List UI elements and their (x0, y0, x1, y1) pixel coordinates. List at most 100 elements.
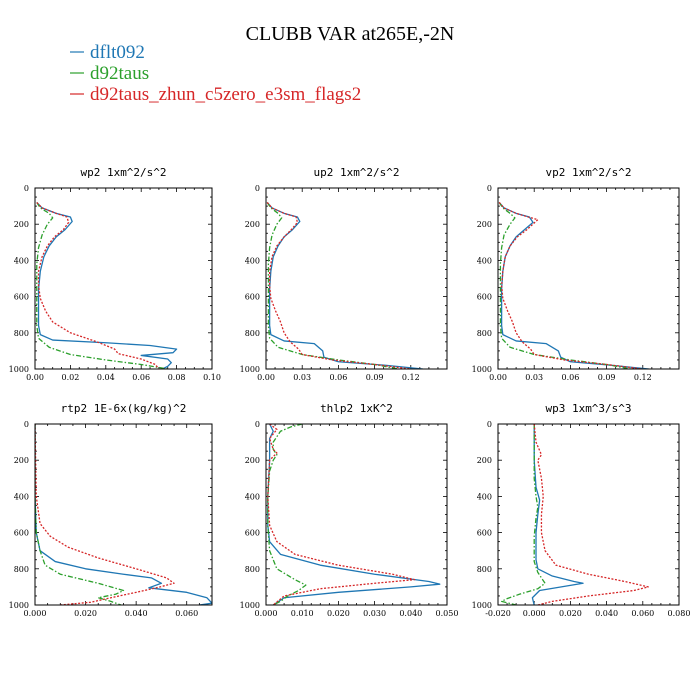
y-tick-label: 200 (477, 456, 492, 465)
y-tick-label: 800 (14, 329, 29, 338)
series-line-d92taus_zhun_c5zero_e3sm_flags2 (35, 424, 175, 605)
y-tick-label: 600 (245, 293, 260, 302)
y-tick-label: 400 (245, 492, 260, 501)
y-tick-label: 0 (487, 184, 492, 193)
series-line-dflt092 (498, 202, 649, 369)
series-line-d92taus (498, 202, 631, 369)
panel-title: rtp2 1E-6x(kg/kg)^2 (61, 402, 187, 415)
x-tick-label: 0.020 (559, 609, 582, 618)
legend-item-0: dflt092 (70, 42, 145, 63)
y-tick-label: 600 (14, 293, 29, 302)
panel-title: vp2 1xm^2/s^2 (545, 166, 631, 179)
legend-label: dflt092 (90, 42, 145, 63)
series-group (266, 202, 423, 369)
series-line-dflt092 (35, 424, 212, 605)
series-line-d92taus_zhun_c5zero_e3sm_flags2 (266, 202, 411, 369)
x-tick-label: 0.000 (255, 609, 278, 618)
legend: dflt092d92tausd92taus_zhun_c5zero_e3sm_f… (70, 42, 361, 105)
series-line-d92taus (35, 424, 125, 605)
x-tick-label: 0.080 (668, 609, 691, 618)
y-tick-label: 400 (245, 256, 260, 265)
y-tick-label: 200 (245, 220, 260, 229)
x-tick-label: 0.06 (561, 373, 579, 382)
x-tick-label: 0.12 (634, 373, 652, 382)
y-tick-label: 400 (477, 256, 492, 265)
y-tick-label: 1000 (472, 601, 492, 610)
y-tick-label: 1000 (9, 365, 29, 374)
panel-title: up2 1xm^2/s^2 (313, 166, 399, 179)
x-tick-label: 0.040 (595, 609, 618, 618)
x-tick-label: 0.020 (327, 609, 350, 618)
panel-3: rtp2 1E-6x(kg/kg)^2 0 200 400 600 800 10000.00… (9, 402, 213, 618)
legend-item-2: d92taus_zhun_c5zero_e3sm_flags2 (70, 84, 361, 105)
legend-label: d92taus (90, 63, 149, 84)
x-tick-label: 0.09 (366, 373, 384, 382)
x-tick-label: 0.000 (24, 609, 47, 618)
series-group (36, 202, 178, 369)
x-tick-label: 0.10 (203, 373, 221, 382)
x-tick-label: 0.050 (436, 609, 459, 618)
panel-title: thlp2 1xK^2 (320, 402, 393, 415)
y-tick-label: 0 (487, 420, 492, 429)
y-tick-label: 800 (245, 329, 260, 338)
y-tick-label: 0 (24, 420, 29, 429)
panel-5: wp3 1xm^3/s^3 0 200 400 600 800 1000-0.020 0.00… (472, 402, 691, 618)
y-tick-label: 1000 (240, 365, 260, 374)
y-tick-label: 600 (477, 529, 492, 538)
plot-frame (497, 423, 680, 606)
y-tick-label: 200 (14, 456, 29, 465)
x-tick-label: 0.000 (523, 609, 546, 618)
plot-frame (265, 423, 448, 606)
y-tick-label: 600 (245, 529, 260, 538)
x-tick-label: 0.010 (291, 609, 314, 618)
x-tick-label: 0.00 (489, 373, 507, 382)
y-tick-label: 600 (477, 293, 492, 302)
y-tick-label: 200 (245, 456, 260, 465)
y-tick-label: 1000 (9, 601, 29, 610)
x-tick-label: 0.060 (175, 609, 198, 618)
x-tick-label: 0.02 (61, 373, 79, 382)
y-tick-label: 200 (477, 220, 492, 229)
x-tick-label: 0.060 (631, 609, 654, 618)
x-tick-label: 0.020 (74, 609, 97, 618)
y-tick-label: 800 (477, 565, 492, 574)
series-line-dflt092 (267, 424, 441, 605)
series-line-dflt092 (266, 202, 423, 369)
series-line-d92taus (500, 424, 546, 605)
panel-title: wp2 1xm^2/s^2 (80, 166, 166, 179)
y-tick-label: 0 (255, 184, 260, 193)
series-line-d92taus_zhun_c5zero_e3sm_flags2 (533, 424, 649, 605)
series-line-d92taus (267, 424, 307, 605)
x-tick-label: 0.06 (329, 373, 347, 382)
x-tick-label: 0.09 (598, 373, 616, 382)
y-tick-label: 400 (14, 256, 29, 265)
plot-frame (34, 187, 213, 370)
series-line-dflt092 (36, 202, 178, 369)
series-group (35, 424, 212, 605)
plot-frame (265, 187, 448, 370)
y-tick-label: 600 (14, 529, 29, 538)
x-tick-label: 0.00 (257, 373, 275, 382)
figure-title: CLUBB VAR at265E,-2N (246, 23, 455, 45)
y-tick-label: 400 (14, 492, 29, 501)
x-tick-label: 0.040 (125, 609, 148, 618)
y-tick-label: 0 (255, 420, 260, 429)
y-tick-label: 400 (477, 492, 492, 501)
legend-label: d92taus_zhun_c5zero_e3sm_flags2 (90, 84, 361, 105)
y-tick-label: 800 (14, 565, 29, 574)
y-tick-label: 1000 (472, 365, 492, 374)
x-tick-label: 0.06 (132, 373, 150, 382)
series-line-d92taus_zhun_c5zero_e3sm_flags2 (498, 202, 643, 369)
series-line-d92taus_zhun_c5zero_e3sm_flags2 (36, 202, 160, 369)
series-line-dflt092 (531, 424, 584, 605)
series-group (498, 202, 649, 369)
series-line-d92taus_zhun_c5zero_e3sm_flags2 (267, 424, 416, 605)
y-tick-label: 0 (24, 184, 29, 193)
y-tick-label: 1000 (240, 601, 260, 610)
